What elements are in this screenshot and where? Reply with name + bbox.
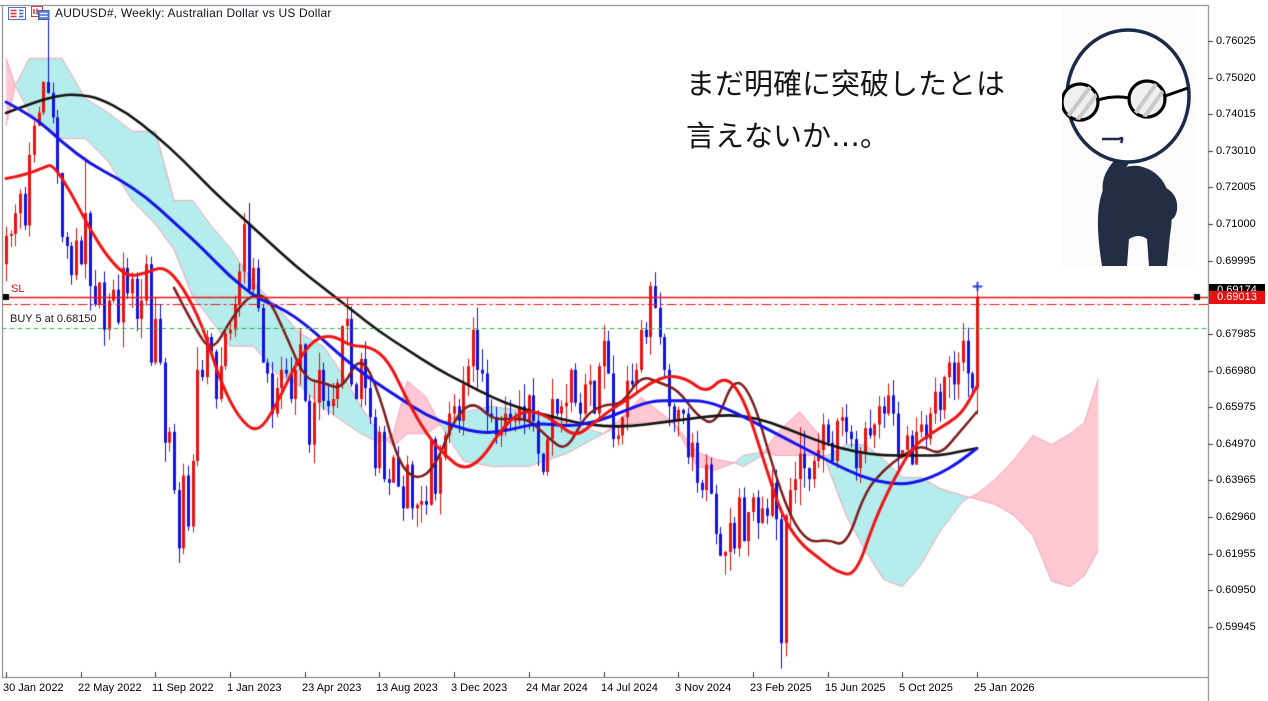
x-tick-label: 25 Jan 2026 bbox=[974, 682, 1035, 694]
y-tick-label: 0.65975 bbox=[1216, 401, 1256, 413]
x-tick-label: 24 Mar 2024 bbox=[526, 682, 588, 694]
y-tick-label: 0.66980 bbox=[1216, 365, 1256, 377]
sl-line-label[interactable]: SL bbox=[11, 283, 25, 295]
annotation-text: まだ明確に突破したとは 言えないか…。 bbox=[686, 58, 1005, 162]
y-tick-label: 0.71000 bbox=[1216, 218, 1256, 230]
character-mouth bbox=[1102, 136, 1124, 144]
x-tick-label: 5 Oct 2025 bbox=[899, 682, 953, 694]
y-tick-label: 0.76025 bbox=[1216, 35, 1256, 47]
market-watch-icon[interactable] bbox=[8, 6, 26, 20]
y-tick-label: 0.64970 bbox=[1216, 438, 1256, 450]
x-tick-label: 30 Jan 2022 bbox=[3, 682, 64, 694]
y-tick-label: 0.61955 bbox=[1216, 548, 1256, 560]
y-tick-label: 0.62960 bbox=[1216, 511, 1256, 523]
x-tick-label: 13 Aug 2023 bbox=[376, 682, 438, 694]
x-tick-label: 3 Nov 2024 bbox=[675, 682, 732, 694]
sl-price-tag: 0.69013 bbox=[1209, 291, 1265, 304]
y-tick-label: 0.74015 bbox=[1216, 108, 1256, 120]
x-tick-label: 11 Sep 2022 bbox=[152, 682, 214, 694]
x-tick-label: 22 May 2022 bbox=[78, 682, 142, 694]
x-tick-label: 23 Feb 2025 bbox=[750, 682, 812, 694]
symbol-chart-icon[interactable] bbox=[31, 6, 50, 20]
y-tick-label: 0.63965 bbox=[1216, 474, 1256, 486]
y-tick-label: 0.60950 bbox=[1216, 584, 1256, 596]
character-head bbox=[1062, 28, 1191, 164]
annotation-line-1: まだ明確に突破したとは bbox=[686, 67, 1006, 101]
x-tick-label: 3 Dec 2023 bbox=[451, 682, 508, 694]
x-tick-label: 14 Jul 2024 bbox=[601, 682, 658, 694]
y-tick-label: 0.72005 bbox=[1216, 181, 1256, 193]
y-tick-label: 0.59945 bbox=[1216, 621, 1256, 633]
x-tick-label: 15 Jun 2025 bbox=[825, 682, 886, 694]
chart-title-bar: AUDUSD#, Weekly: Australian Dollar vs US… bbox=[8, 4, 332, 22]
chart-title: AUDUSD#, Weekly: Australian Dollar vs US… bbox=[55, 6, 332, 20]
y-tick-label: 0.75020 bbox=[1216, 72, 1256, 84]
buy-order-label[interactable]: BUY 5 at 0.68150 bbox=[10, 313, 97, 325]
x-tick-label: 23 Apr 2023 bbox=[302, 682, 362, 694]
y-tick-label: 0.67985 bbox=[1216, 328, 1256, 340]
annotation-line-2: 言えないか…。 bbox=[686, 119, 890, 153]
thinking-character-illustration bbox=[1062, 8, 1196, 266]
y-tick-label: 0.73010 bbox=[1216, 145, 1256, 157]
y-tick-label: 0.69995 bbox=[1216, 255, 1256, 267]
x-tick-label: 1 Jan 2023 bbox=[227, 682, 282, 694]
